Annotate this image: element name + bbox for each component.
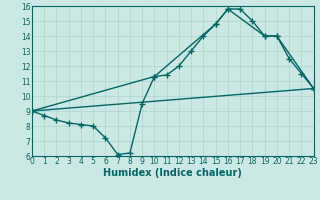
- X-axis label: Humidex (Indice chaleur): Humidex (Indice chaleur): [103, 168, 242, 178]
